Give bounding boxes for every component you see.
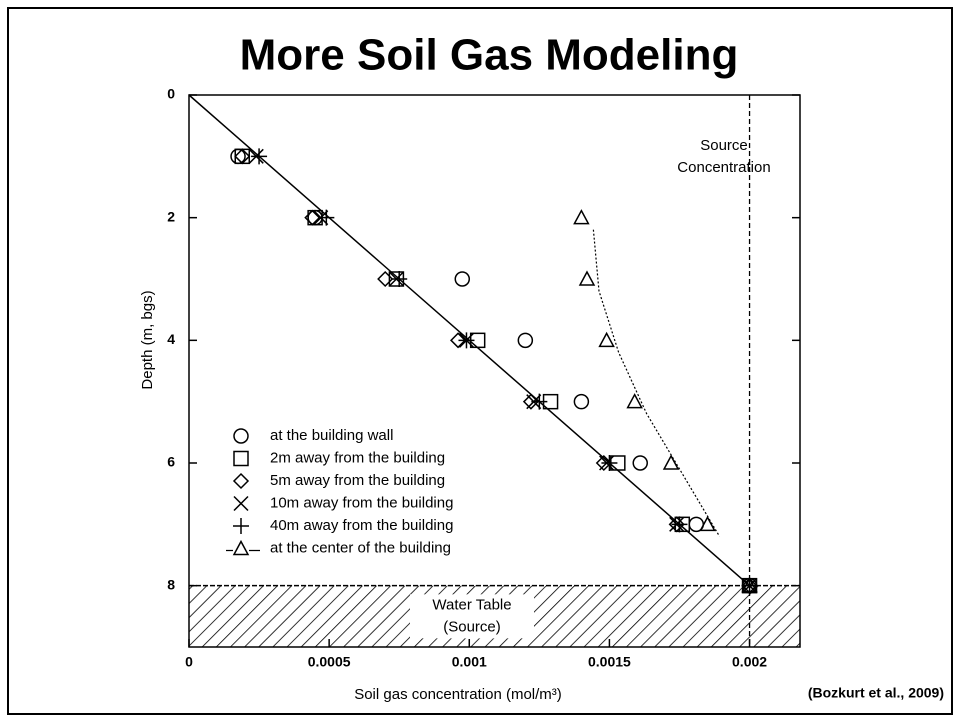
slide-border — [7, 7, 953, 715]
triangle — [578, 270, 596, 286]
y-axis-label: Depth (m, bgs) — [139, 290, 156, 389]
triangle — [232, 539, 250, 556]
diamond — [450, 332, 467, 349]
circle — [517, 332, 534, 349]
circle — [233, 428, 249, 444]
legend-label: 2m away from the building — [270, 449, 445, 466]
triangle — [662, 454, 680, 470]
marker-triangle — [699, 515, 716, 532]
water-table-label: Water Table — [432, 596, 511, 613]
citation: (Bozkurt et al., 2009) — [808, 685, 944, 701]
legend-label: 5m away from the building — [270, 472, 445, 489]
marker-circle — [632, 455, 648, 471]
y-tick-label: 8 — [167, 576, 175, 592]
series-line — [592, 229, 721, 537]
x-tick-label: 0.001 — [452, 654, 487, 670]
marker-plus — [601, 455, 618, 471]
marker-diamond — [234, 148, 251, 165]
plus — [251, 148, 268, 165]
diamond — [668, 516, 685, 533]
diamond — [304, 209, 321, 226]
plus — [601, 455, 618, 471]
triangle — [573, 209, 590, 225]
diamond — [232, 472, 250, 490]
marker-circle — [230, 148, 246, 165]
marker-triangle — [662, 454, 680, 470]
marker-plus — [391, 271, 408, 287]
square — [233, 450, 249, 467]
marker-square — [233, 450, 249, 467]
marker-triangle — [573, 209, 590, 225]
marker-diamond — [377, 270, 394, 288]
marker-plus — [458, 332, 475, 349]
marker-diamond — [304, 209, 321, 226]
y-tick-label: 0 — [167, 86, 175, 102]
y-tick-label: 2 — [167, 208, 175, 224]
legend-label: 10m away from the building — [270, 494, 453, 511]
x-tick-label: 0.0005 — [308, 654, 351, 670]
y-tick-label: 6 — [167, 454, 175, 470]
marker-plus — [318, 209, 335, 226]
marker-plus — [531, 393, 548, 410]
marker-triangle — [232, 539, 250, 556]
marker-circle — [454, 271, 471, 287]
marker-triangle — [626, 393, 643, 409]
diamond — [377, 270, 394, 288]
source-label: Concentration — [677, 159, 770, 176]
marker-plus — [233, 518, 249, 534]
x-tick-label: 0.0015 — [588, 654, 631, 670]
marker-diamond — [450, 332, 467, 349]
legend-label: 40m away from the building — [270, 517, 453, 534]
water-table-label-box — [410, 594, 534, 639]
marker-diamond — [668, 516, 685, 533]
plot-frame — [188, 94, 801, 648]
triangle — [699, 515, 716, 532]
marker-plus — [251, 148, 268, 165]
x-axis-label: Soil gas concentration (mol/m³) — [354, 686, 562, 703]
marker-triangle — [598, 331, 615, 348]
x — [233, 495, 249, 512]
triangle — [626, 393, 643, 409]
marker-x — [233, 495, 249, 512]
marker-triangle — [741, 577, 758, 593]
circle — [632, 455, 648, 471]
y-tick-label: 4 — [167, 331, 175, 347]
plus — [318, 209, 335, 226]
marker-triangle — [578, 270, 596, 286]
marker-circle — [233, 428, 249, 444]
legend-label: at the center of the building — [270, 539, 451, 556]
plus — [531, 393, 548, 410]
marker-circle — [517, 332, 534, 349]
x-tick-label: 0.002 — [732, 654, 767, 670]
diamond — [234, 148, 251, 165]
circle — [454, 271, 471, 287]
legend-gap — [233, 541, 249, 556]
marker-circle — [573, 393, 590, 410]
triangle — [598, 331, 615, 348]
source-label: Source — [700, 137, 748, 154]
x-tick-label: 0 — [185, 654, 193, 670]
circle — [230, 148, 246, 165]
marker-plus — [671, 516, 688, 533]
plus — [458, 332, 475, 349]
plus — [233, 518, 249, 534]
circle — [573, 393, 590, 410]
marker-diamond — [232, 472, 250, 490]
triangle — [741, 577, 758, 593]
plus — [391, 271, 408, 287]
legend-label: at the building wall — [270, 427, 393, 444]
chart-title: More Soil Gas Modeling — [240, 31, 739, 80]
water-table-label: (Source) — [443, 618, 501, 635]
plus — [671, 516, 688, 533]
